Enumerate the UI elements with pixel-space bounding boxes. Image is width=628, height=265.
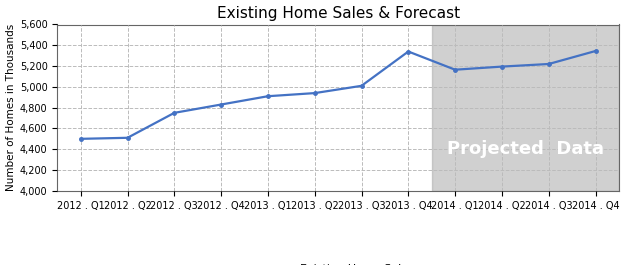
Existing Home Sales (77, 137, 85, 140)
Existing Home Sales (498, 65, 506, 68)
Existing Home Sales (124, 136, 131, 139)
Existing Home Sales (171, 111, 178, 114)
Text: Projected  Data: Projected Data (447, 140, 604, 158)
Bar (431, 24, 619, 191)
Line: Existing Home Sales: Existing Home Sales (79, 49, 597, 140)
Existing Home Sales (545, 62, 553, 65)
Existing Home Sales (217, 103, 225, 106)
Legend: Existing Home Sales: Existing Home Sales (258, 259, 418, 265)
Existing Home Sales (592, 49, 599, 52)
Y-axis label: Number of Homes in Thousands: Number of Homes in Thousands (6, 24, 16, 191)
Existing Home Sales (452, 68, 459, 71)
Existing Home Sales (264, 95, 272, 98)
Existing Home Sales (358, 84, 365, 87)
Existing Home Sales (311, 91, 318, 95)
Existing Home Sales (404, 50, 412, 53)
Title: Existing Home Sales & Forecast: Existing Home Sales & Forecast (217, 6, 460, 21)
